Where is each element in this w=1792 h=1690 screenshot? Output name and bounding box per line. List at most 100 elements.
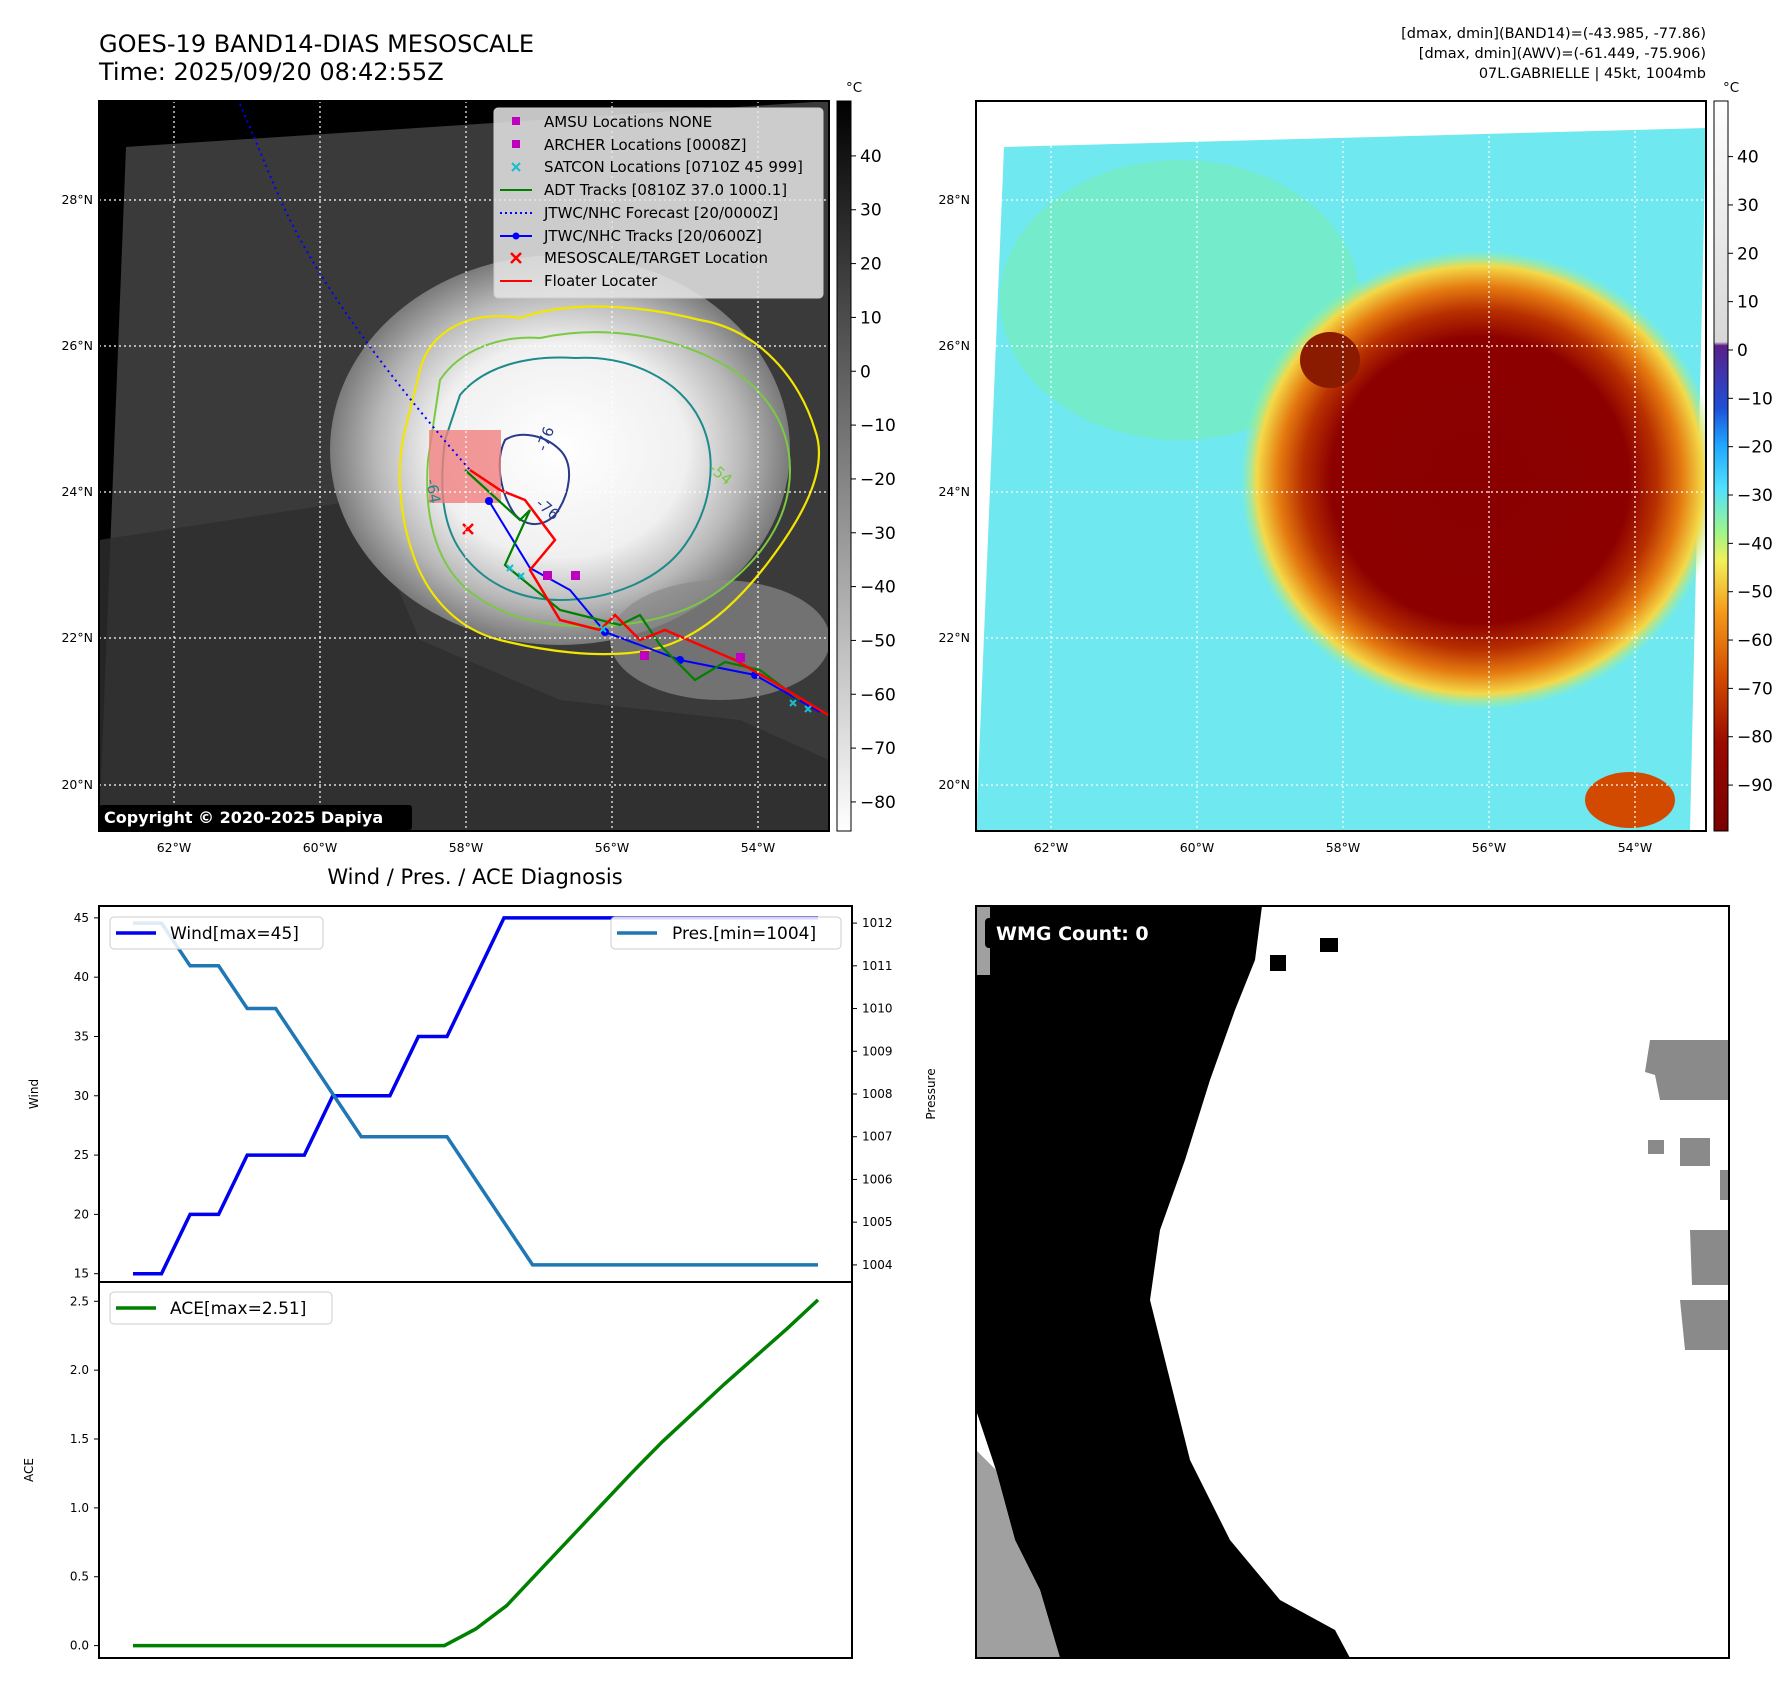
ace-tick-label: 2.5 [70, 1294, 89, 1308]
svg-text:°C: °C [846, 80, 862, 96]
pressure-tick-label: 1005 [862, 1215, 893, 1229]
colorbar-tick-label: 10 [1737, 293, 1759, 313]
legend-mesoscale: MESOSCALE/TARGET Location [544, 249, 768, 267]
colorbar-tick-label: −70 [860, 739, 896, 759]
colorbar-tick-label: 20 [860, 255, 882, 275]
awv-gridlines [976, 101, 1706, 831]
svg-text:62°W: 62°W [157, 840, 192, 855]
svg-text:Pres.[min=1004]: Pres.[min=1004] [672, 924, 816, 944]
svg-text:22°N: 22°N [61, 630, 93, 645]
colorbar-tick-label: −10 [1737, 389, 1773, 409]
wind-tick-label: 30 [74, 1089, 89, 1103]
figure-time: Time: 2025/09/20 08:42:55Z [98, 58, 444, 86]
lon-ticks-left: 62°W 60°W 58°W 56°W 54°W [157, 840, 776, 855]
svg-text:ACE[max=2.51]: ACE[max=2.51] [170, 1299, 306, 1319]
jtwc-forecast-track [239, 103, 471, 471]
adt-track [464, 469, 801, 701]
map-legend: AMSU Locations NONE ARCHER Locations [00… [493, 107, 824, 299]
colorbar-tick-label: −40 [860, 578, 896, 598]
info-storm: 07L.GABRIELLE | 45kt, 1004mb [1479, 66, 1706, 82]
wind-tick-label: 15 [74, 1267, 89, 1281]
awv-map-panel: 62°W 60°W 58°W 56°W 54°W 28°N 26°N 24°N … [938, 100, 1707, 855]
svg-text:Wind[max=45]: Wind[max=45] [170, 924, 299, 944]
colorbar-tick-label: −80 [860, 793, 896, 813]
colorbar-tick-label: −60 [1737, 631, 1773, 651]
info-band14: [dmax, dmin](BAND14)=(-43.985, -77.86) [1401, 26, 1706, 42]
colorbar-tick-label: 20 [1737, 244, 1759, 264]
colorbar-tick-label: −50 [860, 631, 896, 651]
ace-tick-label: 1.5 [70, 1432, 89, 1446]
colorbar-tick-label: 40 [1737, 148, 1759, 168]
pressure-legend: Pres.[min=1004] [610, 916, 842, 950]
colorbar-tick-label: −30 [860, 524, 896, 544]
svg-text:24°N: 24°N [938, 484, 970, 499]
svg-text:54°W: 54°W [1618, 840, 1653, 855]
pressure-series-line [133, 921, 818, 1267]
svg-text:24°N: 24°N [61, 484, 93, 499]
wind-tick-label: 20 [74, 1207, 89, 1221]
colorbar-tick-label: −20 [1737, 438, 1773, 458]
wind-legend: Wind[max=45] [109, 916, 324, 950]
mesoscale-target-marker [462, 523, 474, 535]
colorbar-tick-label: 30 [1737, 196, 1759, 216]
satcon-markers [506, 564, 812, 713]
colorbar-tick-label: 30 [860, 201, 882, 221]
svg-text:60°W: 60°W [303, 840, 338, 855]
svg-text:56°W: 56°W [595, 840, 630, 855]
pressure-tick-label: 1008 [862, 1087, 893, 1101]
pressure-tick-label: 1006 [862, 1172, 893, 1186]
wind-tick-label: 25 [74, 1148, 89, 1162]
contour-label: -64 [422, 478, 444, 505]
legend-floater: Floater Locater [544, 272, 658, 290]
colorbar-tick-label: 40 [860, 147, 882, 167]
colorbar-tick-label: 0 [1737, 341, 1748, 361]
svg-text:56°W: 56°W [1472, 840, 1507, 855]
pressure-tick-label: 1012 [862, 916, 893, 930]
lat-ticks-right: 28°N 26°N 24°N 22°N 20°N [938, 192, 970, 792]
colorbar-tick-label: −60 [860, 685, 896, 705]
wmg-count: WMG Count: 0 [996, 923, 1149, 945]
info-awv: [dmax, dmin](AWV)=(-61.449, -75.906) [1419, 46, 1706, 62]
ir-colorbar: °C 40 30 20 10 0 −10 −20 −30 −40 −50 −60 −70 −80 [836, 80, 896, 832]
colorbar-tick-label: −20 [860, 470, 896, 490]
wind-tick-label: 40 [74, 970, 89, 984]
pressure-tick-label: 1009 [862, 1044, 893, 1058]
svg-text:62°W: 62°W [1034, 840, 1069, 855]
legend-amsu: AMSU Locations NONE [544, 113, 712, 131]
contour-inner [498, 433, 571, 525]
awv-storm [1240, 250, 1706, 710]
pressure-axis-label: Pressure [924, 1068, 938, 1119]
copyright: Copyright © 2020-2025 Dapiya [104, 808, 383, 827]
ace-tick-label: 2.0 [70, 1363, 89, 1377]
archer-markers [543, 571, 745, 662]
wmg-black-region [976, 906, 1350, 1658]
colorbar-tick-label: −30 [1737, 486, 1773, 506]
awv-colorbar: °C 40 30 20 10 0 −10 −20 −30 −40 −50 −60 −70 −80 −90 [1713, 80, 1773, 832]
svg-text:20°N: 20°N [938, 777, 970, 792]
contour-yellow [398, 305, 820, 656]
colorbar-tick-label: −40 [1737, 534, 1773, 554]
svg-text:60°W: 60°W [1180, 840, 1215, 855]
svg-text:26°N: 26°N [61, 338, 93, 353]
svg-text:°C: °C [1723, 80, 1739, 96]
colorbar-tick-label: −80 [1737, 728, 1773, 748]
svg-text:28°N: 28°N [61, 192, 93, 207]
jtwc-track [488, 500, 821, 713]
colorbar-tick-label: 10 [860, 308, 882, 328]
wind-axis-label: Wind [27, 1079, 41, 1109]
colorbar-tick-label: 0 [860, 362, 871, 382]
ace-tick-label: 0.0 [70, 1639, 89, 1653]
figure-title: GOES-19 BAND14-DIAS MESOSCALE [99, 30, 534, 58]
colorbar-tick-label: −90 [1737, 776, 1773, 796]
ir-map-panel: -76 -76 -64 -54 AMSU Locations NONE ARCH… [61, 100, 830, 855]
svg-text:58°W: 58°W [1326, 840, 1361, 855]
svg-text:28°N: 28°N [938, 192, 970, 207]
lat-ticks-left: 28°N 26°N 24°N 22°N 20°N [61, 192, 93, 792]
wmg-panel: WMG Count: 0 [975, 905, 1730, 1659]
colorbar-tick-label: −10 [860, 416, 896, 436]
svg-text:26°N: 26°N [938, 338, 970, 353]
legend-jtwc-tracks: JTWC/NHC Tracks [20/0600Z] [543, 227, 762, 245]
legend-satcon: SATCON Locations [0710Z 45 999] [544, 158, 803, 176]
ace-axis-label: ACE [22, 1458, 36, 1482]
